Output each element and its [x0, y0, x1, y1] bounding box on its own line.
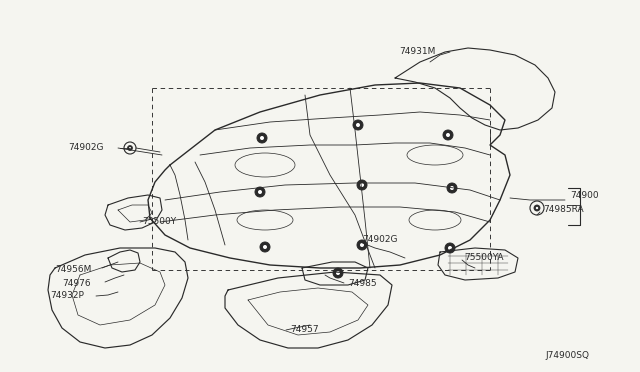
- Circle shape: [357, 180, 367, 190]
- Text: 74902G: 74902G: [68, 144, 104, 153]
- Text: 74931M: 74931M: [399, 48, 435, 57]
- Text: 75500YA: 75500YA: [464, 253, 504, 263]
- Circle shape: [356, 123, 360, 127]
- Text: 74985: 74985: [348, 279, 376, 288]
- Circle shape: [333, 268, 343, 278]
- Circle shape: [357, 240, 367, 250]
- Circle shape: [360, 243, 364, 247]
- Text: 74976: 74976: [62, 279, 91, 288]
- Circle shape: [450, 186, 454, 190]
- Circle shape: [255, 187, 265, 197]
- Circle shape: [353, 120, 363, 130]
- Circle shape: [447, 183, 457, 193]
- Text: 74902G: 74902G: [362, 235, 397, 244]
- Text: 74985RA: 74985RA: [543, 205, 584, 215]
- Circle shape: [446, 133, 450, 137]
- Circle shape: [260, 136, 264, 140]
- Circle shape: [127, 145, 132, 151]
- Circle shape: [445, 243, 455, 253]
- Circle shape: [534, 205, 540, 211]
- Circle shape: [258, 190, 262, 194]
- Text: 74956M: 74956M: [55, 266, 92, 275]
- Text: 74932P: 74932P: [50, 292, 84, 301]
- Circle shape: [260, 242, 270, 252]
- Circle shape: [360, 183, 364, 187]
- Text: J74900SQ: J74900SQ: [545, 350, 589, 359]
- Circle shape: [257, 133, 267, 143]
- Circle shape: [536, 207, 538, 209]
- Circle shape: [448, 246, 452, 250]
- Circle shape: [443, 130, 453, 140]
- Circle shape: [129, 147, 131, 149]
- Text: 75500Y: 75500Y: [142, 218, 176, 227]
- Circle shape: [336, 271, 340, 275]
- Circle shape: [263, 245, 267, 249]
- Text: 74957: 74957: [290, 326, 319, 334]
- Text: 74900: 74900: [570, 190, 598, 199]
